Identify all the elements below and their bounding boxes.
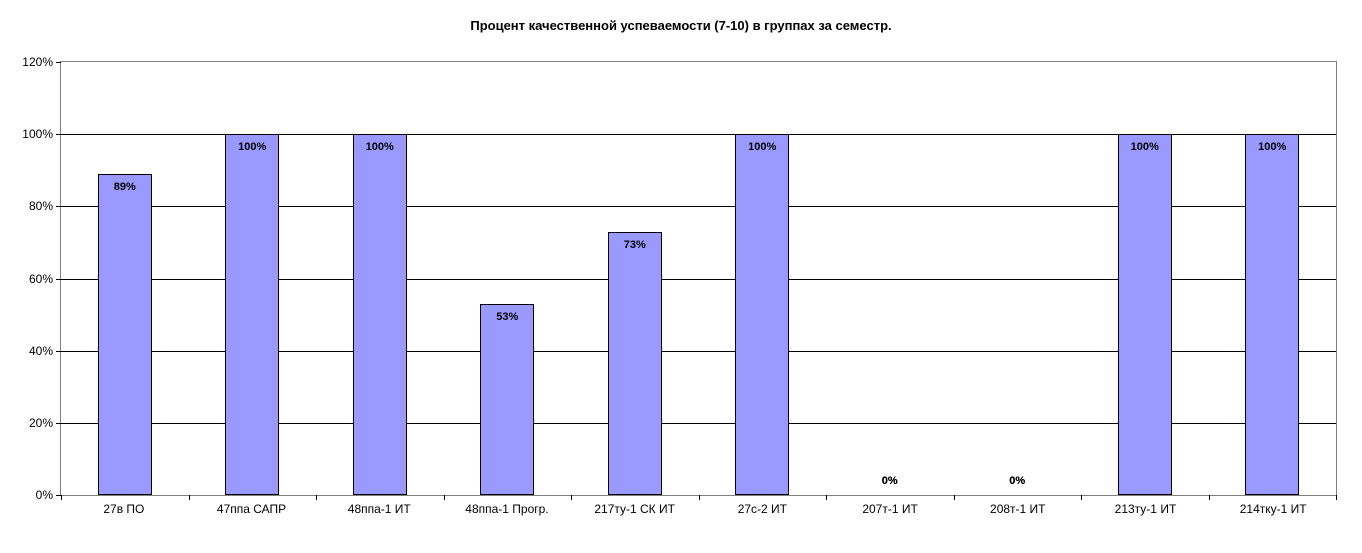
x-tick xyxy=(826,495,827,500)
y-axis-label: 60% xyxy=(29,272,53,286)
chart-title: Процент качественной успеваемости (7-10)… xyxy=(0,0,1362,61)
y-axis-label: 120% xyxy=(22,55,53,69)
x-axis-label: 214тку-1 ИТ xyxy=(1209,502,1337,516)
y-axis-label: 100% xyxy=(22,127,53,141)
x-tick xyxy=(444,495,445,500)
bar: 100% xyxy=(1245,134,1299,495)
bar-slot: 100% xyxy=(699,62,827,495)
bar: 73% xyxy=(608,232,662,495)
bar-slot: 100% xyxy=(316,62,444,495)
x-axis-label: 213ту-1 ИТ xyxy=(1082,502,1210,516)
chart-container: 0%20%40%60%80%100%120% 89%100%100%53%73%… xyxy=(60,61,1337,496)
y-axis-label: 80% xyxy=(29,199,53,213)
x-axis-label: 48ппа-1 ИТ xyxy=(315,502,443,516)
x-tick xyxy=(316,495,317,500)
bar-slot: 89% xyxy=(61,62,189,495)
x-axis-label: 207т-1 ИТ xyxy=(826,502,954,516)
bar-slot: 100% xyxy=(1081,62,1209,495)
x-tick xyxy=(699,495,700,500)
x-tick xyxy=(189,495,190,500)
bar-value-label: 100% xyxy=(748,141,776,153)
bar-value-label: 89% xyxy=(114,181,136,193)
y-axis-label: 40% xyxy=(29,344,53,358)
bars-container: 89%100%100%53%73%100%0%0%0%0%100%100% xyxy=(61,62,1336,495)
bar-slot: 0%0% xyxy=(954,62,1082,495)
x-axis-label: 47ппа САПР xyxy=(188,502,316,516)
x-axis-label: 27с-2 ИТ xyxy=(699,502,827,516)
bar: 100% xyxy=(225,134,279,495)
bar: 89% xyxy=(98,174,152,495)
bar-slot: 100% xyxy=(189,62,317,495)
bar-value-label: 53% xyxy=(496,311,518,323)
x-axis-label: 48ппа-1 Прогр. xyxy=(443,502,571,516)
bar: 100% xyxy=(1118,134,1172,495)
bar-slot: 53% xyxy=(444,62,572,495)
x-tick xyxy=(61,495,62,500)
bar-slot: 73% xyxy=(571,62,699,495)
x-tick xyxy=(954,495,955,500)
bar-slot: 0%0% xyxy=(826,62,954,495)
bar-value-label: 0% xyxy=(1009,475,1025,487)
bar: 100% xyxy=(353,134,407,495)
bar-value-label: 0% xyxy=(882,475,898,487)
x-tick xyxy=(1336,495,1337,500)
x-axis-label: 217ту-1 СК ИТ xyxy=(571,502,699,516)
bar-value-label: 100% xyxy=(1258,141,1286,153)
bar-value-label: 100% xyxy=(366,141,394,153)
bar: 100% xyxy=(735,134,789,495)
bar-value-label: 100% xyxy=(238,141,266,153)
x-axis-labels: 27в ПО47ппа САПР48ппа-1 ИТ48ппа-1 Прогр.… xyxy=(60,502,1337,516)
plot-area: 0%20%40%60%80%100%120% 89%100%100%53%73%… xyxy=(60,61,1337,496)
x-axis-label: 208т-1 ИТ xyxy=(954,502,1082,516)
bar: 53% xyxy=(480,304,534,495)
bar-value-label: 100% xyxy=(1131,141,1159,153)
y-axis-label: 0% xyxy=(36,488,53,502)
bar-value-label: 73% xyxy=(624,239,646,251)
x-axis-label: 27в ПО xyxy=(60,502,188,516)
x-tick xyxy=(571,495,572,500)
y-axis-label: 20% xyxy=(29,416,53,430)
x-tick xyxy=(1209,495,1210,500)
bar-slot: 100% xyxy=(1209,62,1337,495)
x-tick xyxy=(1081,495,1082,500)
